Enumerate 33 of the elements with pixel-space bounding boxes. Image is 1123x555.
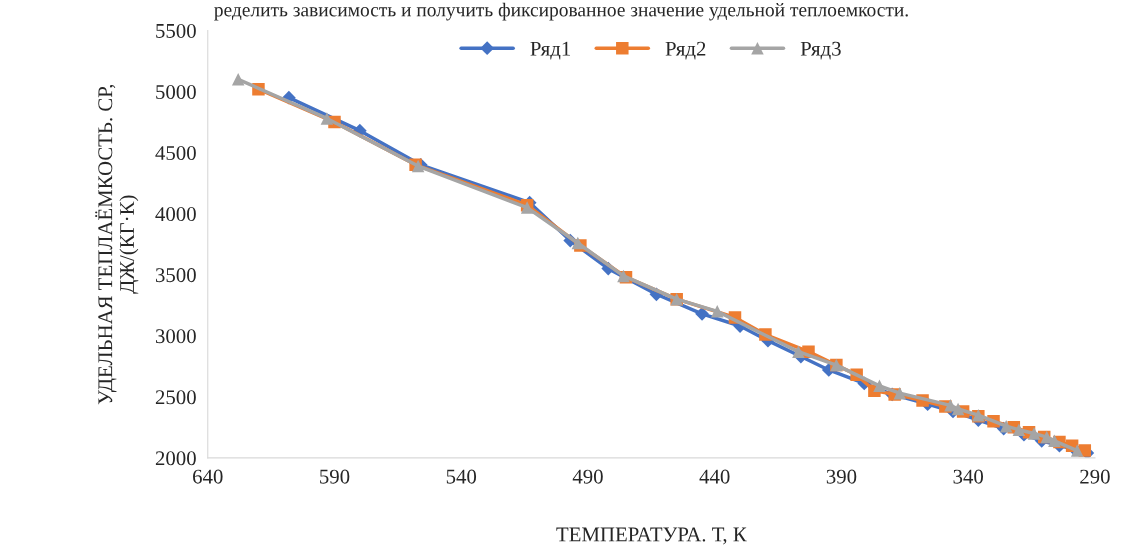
y-tick-label: 2500 [155,390,196,405]
y-tick-label: 3000 [155,329,196,344]
point [1012,423,1026,437]
point [320,112,334,125]
y-tick-label: 2000 [155,451,196,466]
point [1048,434,1061,448]
y-tick-label: 3500 [155,268,196,283]
x-tick-label: 540 [446,469,477,484]
point [951,402,965,416]
point [710,305,724,318]
point [231,73,245,86]
x-tick-label: 440 [699,469,730,484]
point [1027,427,1041,440]
x-tick-label: 390 [826,469,857,484]
x-tick-label: 490 [572,469,603,484]
point [792,345,805,358]
x-tick-label: 290 [1080,469,1110,484]
y-tick-label: 5000 [156,84,196,100]
y-axis-title: УДЕЛЬНАЯ ТЕПЛАЁМКОСТЬ. СР, ДЖ/(КГ·К) [95,84,139,405]
legend-label: Ряд3 [800,41,841,60]
x-tick-label: 640 [193,469,223,484]
y-tick-label: 5500 [156,23,196,38]
point [893,386,906,400]
y-tick-label: 4500 [155,146,196,161]
x-tick-label: 340 [953,469,984,484]
legend-label: Ряд1 [530,41,571,60]
point [873,379,886,393]
y-tick-label: 4000 [155,207,196,222]
legend-label: Ряд2 [665,41,706,60]
point [695,306,709,321]
text: ределить зависимость и получить фиксированное значение удельной теплоемкости. [214,2,908,21]
x-axis-title: ТЕМПЕРАТУРА. Т, К [556,527,747,545]
x-tick-label: 590 [320,469,350,484]
